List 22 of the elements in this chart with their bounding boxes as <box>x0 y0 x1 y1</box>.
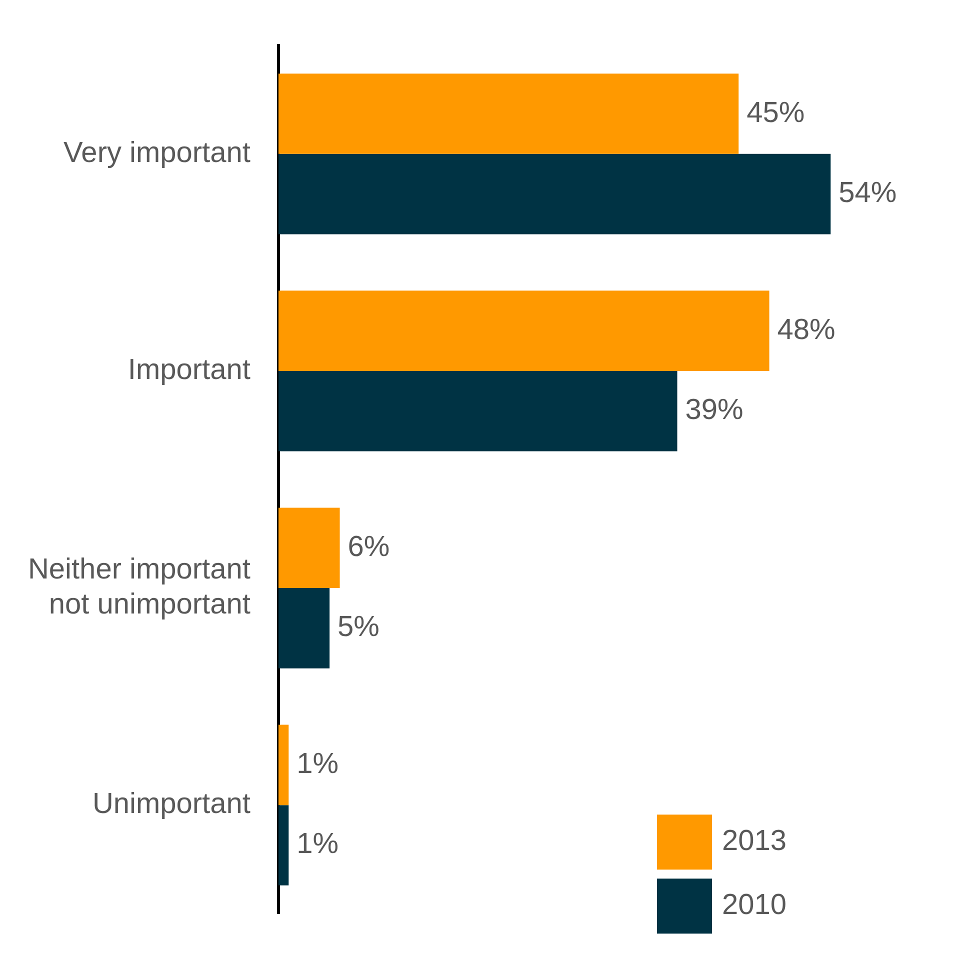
data-label: 45% <box>746 96 805 129</box>
legend-label: 2010 <box>722 889 787 922</box>
y-tick-label: Very important <box>63 136 250 169</box>
bar <box>278 588 330 668</box>
y-tick-label: Important <box>128 354 250 386</box>
bar <box>278 74 739 154</box>
data-label: 6% <box>348 530 390 563</box>
legend-label: 2013 <box>722 825 787 858</box>
bar <box>278 370 678 452</box>
bar <box>278 805 289 886</box>
data-label: 1% <box>296 748 339 780</box>
data-label: 54% <box>838 177 897 210</box>
data-label: 1% <box>296 828 339 860</box>
bar <box>278 724 289 806</box>
data-label: 48% <box>777 314 836 346</box>
y-tick-label: Unimportant <box>92 788 250 820</box>
data-label: 5% <box>338 611 380 644</box>
bar <box>278 508 340 588</box>
bar <box>278 154 831 234</box>
y-tick-label: Neither important not unimportant <box>28 554 250 620</box>
data-label: 39% <box>685 394 744 426</box>
bar <box>278 290 770 371</box>
